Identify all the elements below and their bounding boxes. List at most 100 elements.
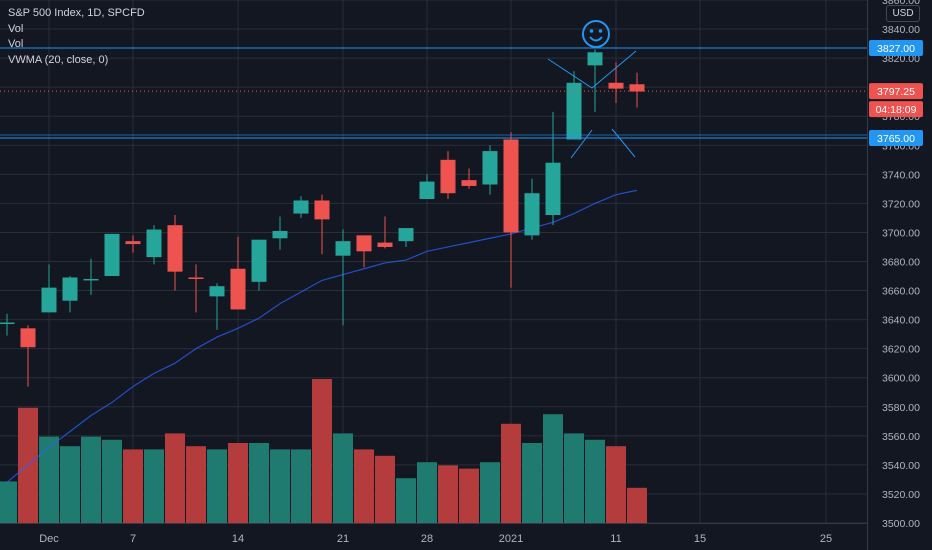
time-axis-bg bbox=[0, 523, 867, 550]
candle bbox=[314, 194, 330, 255]
candle bbox=[377, 216, 393, 249]
candle bbox=[209, 283, 225, 330]
candle-body bbox=[524, 193, 540, 236]
volume-bar bbox=[186, 446, 206, 523]
volume-bar bbox=[123, 449, 143, 523]
time-axis: Dec 7 14 21 28 2021 11 15 25 bbox=[0, 523, 867, 550]
countdown-label: 04:18:09 bbox=[869, 101, 923, 118]
price-tick-label: 3640.00 bbox=[882, 315, 920, 327]
candle bbox=[125, 235, 141, 253]
volume-bar bbox=[396, 478, 416, 523]
smiley-eye-left bbox=[589, 29, 594, 33]
smiley-eye-right bbox=[598, 29, 603, 33]
volume-bar bbox=[39, 436, 59, 523]
legend-vol-1: Vol bbox=[8, 22, 24, 35]
candle-body bbox=[314, 200, 330, 220]
legend: S&P 500 Index, 1D, SPCFD Vol Vol VWMA (2… bbox=[8, 6, 145, 68]
lower-line-price-label-text: 3765.00 bbox=[877, 133, 915, 145]
price-tick-label: 3540.00 bbox=[882, 460, 920, 472]
price-tick-label: 3580.00 bbox=[882, 402, 920, 414]
volume-bar bbox=[0, 481, 17, 523]
candle-body bbox=[146, 229, 162, 258]
volume-bar bbox=[144, 449, 164, 523]
candle bbox=[41, 264, 57, 313]
candle bbox=[251, 239, 267, 291]
price-tick-label: 3600.00 bbox=[882, 373, 920, 385]
volume-bar bbox=[291, 449, 311, 523]
candle-body bbox=[272, 230, 288, 239]
candle bbox=[503, 132, 519, 288]
time-tick-label: 21 bbox=[337, 533, 349, 545]
price-tick-label: 3720.00 bbox=[882, 198, 920, 210]
current-price-label: 3797.25 bbox=[869, 83, 923, 100]
candle bbox=[461, 168, 477, 189]
candle-body bbox=[209, 286, 225, 297]
price-tick-label: 3660.00 bbox=[882, 286, 920, 298]
candles bbox=[0, 49, 645, 387]
candle bbox=[167, 215, 183, 291]
volume-bar bbox=[228, 443, 248, 523]
volume-bar bbox=[102, 439, 122, 523]
candle bbox=[482, 145, 498, 195]
candle bbox=[440, 151, 456, 200]
candle bbox=[587, 49, 603, 112]
countdown-label-text: 04:18:09 bbox=[876, 104, 917, 116]
candle-body bbox=[629, 84, 645, 92]
smiley-face-icon bbox=[582, 20, 610, 48]
candle bbox=[398, 228, 414, 247]
candle-body bbox=[83, 278, 99, 281]
volume-bar bbox=[501, 423, 521, 523]
candle-body bbox=[293, 200, 309, 214]
time-tick-label: 15 bbox=[694, 533, 706, 545]
volume-bar bbox=[522, 443, 542, 523]
candle bbox=[293, 196, 309, 218]
candle-body bbox=[608, 82, 624, 89]
candle-body bbox=[188, 277, 204, 279]
candle-body bbox=[587, 52, 603, 66]
candle-body bbox=[41, 287, 57, 313]
candle bbox=[335, 229, 351, 326]
chart-grid bbox=[0, 0, 867, 524]
current-price-label-text: 3797.25 bbox=[877, 86, 915, 98]
price-tick-label: 3560.00 bbox=[882, 431, 920, 443]
candle bbox=[629, 72, 645, 108]
candle bbox=[608, 62, 624, 104]
price-tick-label: 3620.00 bbox=[882, 344, 920, 356]
candle bbox=[83, 258, 99, 295]
volume-bar bbox=[459, 468, 479, 523]
candle-body bbox=[20, 328, 36, 348]
candle-body bbox=[251, 239, 267, 282]
candle-body bbox=[230, 268, 246, 310]
volume-bar bbox=[249, 443, 269, 523]
price-labels: 3827.00 3797.25 04:18:09 3765.00 bbox=[869, 39, 923, 147]
candle bbox=[356, 235, 372, 268]
volume-bar bbox=[81, 436, 101, 523]
candle-body bbox=[0, 322, 15, 325]
volume-bar bbox=[333, 433, 353, 523]
drawing-annotations bbox=[547, 20, 637, 159]
candle bbox=[419, 174, 435, 200]
candle-body bbox=[503, 139, 519, 233]
candle bbox=[146, 225, 162, 265]
volume-bar bbox=[270, 449, 290, 523]
time-tick-label: 14 bbox=[232, 533, 244, 545]
lower-line-price-label-bg bbox=[869, 130, 923, 147]
price-tick-label: 3840.00 bbox=[882, 24, 920, 36]
volume-bar bbox=[438, 465, 458, 523]
candle bbox=[20, 325, 36, 387]
candle-body bbox=[545, 162, 561, 216]
current-price-label-bg bbox=[869, 83, 923, 100]
time-tick-label: 25 bbox=[820, 533, 832, 545]
price-tick-label: 3520.00 bbox=[882, 489, 920, 501]
upper-line-price-label-bg bbox=[869, 39, 923, 56]
currency-badge[interactable]: USD bbox=[886, 5, 920, 22]
candle bbox=[104, 233, 120, 277]
countdown-label-bg bbox=[869, 101, 923, 118]
candle-body bbox=[566, 82, 582, 140]
time-tick-label: 11 bbox=[610, 533, 621, 545]
candle-body bbox=[377, 242, 393, 247]
price-tick-label: 3700.00 bbox=[882, 227, 920, 239]
candle bbox=[272, 216, 288, 250]
candle bbox=[230, 236, 246, 310]
